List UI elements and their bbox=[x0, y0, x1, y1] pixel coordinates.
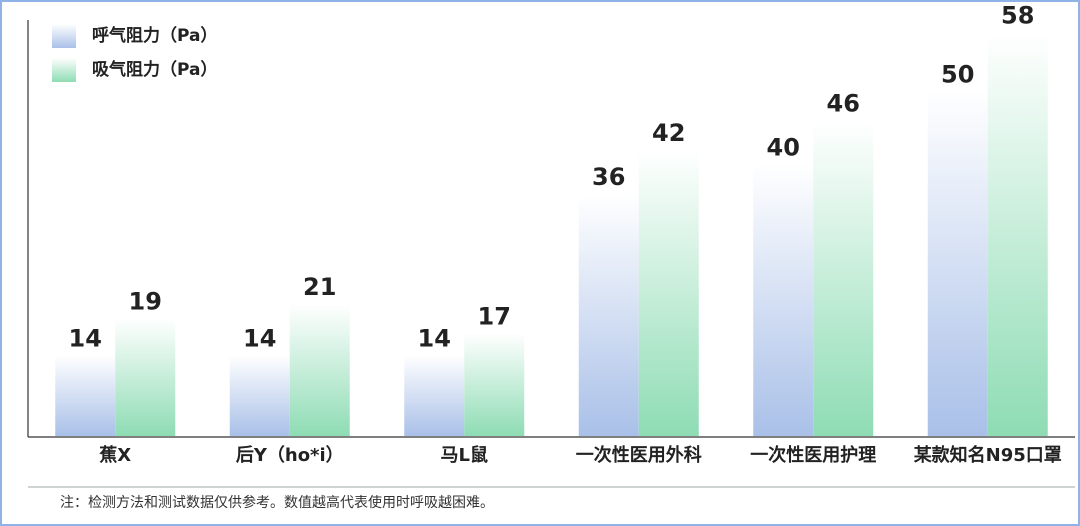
value-label: 36 bbox=[592, 163, 625, 191]
value-label: 14 bbox=[243, 324, 276, 352]
value-label: 58 bbox=[1001, 2, 1034, 30]
legend-swatch bbox=[52, 58, 76, 82]
value-label: 14 bbox=[418, 324, 451, 352]
note: 注：检测方法和测试数据仅供参考。数值越高代表使用时呼吸越困难。 bbox=[60, 494, 494, 511]
legend-label: 吸气阻力（Pa） bbox=[92, 59, 217, 80]
x-tick-label: 蕉X bbox=[99, 445, 131, 466]
value-label: 42 bbox=[652, 119, 685, 147]
value-label: 50 bbox=[941, 60, 974, 88]
legend-label: 呼气阻力（Pa） bbox=[92, 25, 217, 46]
value-label: 21 bbox=[303, 273, 336, 301]
x-tick-label: 后Y（ho*i） bbox=[236, 445, 344, 466]
x-tick-label: 一次性医用外科 bbox=[576, 444, 702, 466]
value-label: 19 bbox=[129, 288, 162, 316]
bar bbox=[404, 355, 465, 436]
bar bbox=[55, 355, 116, 436]
bar bbox=[289, 304, 350, 436]
bar bbox=[638, 150, 699, 436]
value-label: 14 bbox=[69, 324, 102, 352]
bar bbox=[813, 120, 874, 437]
x-tick-label: 一次性医用护理 bbox=[750, 444, 876, 466]
value-label: 17 bbox=[478, 302, 511, 330]
bar bbox=[115, 318, 176, 436]
bar bbox=[927, 91, 988, 436]
bar bbox=[464, 333, 525, 436]
x-tick-label: 某款知名N95口罩 bbox=[914, 444, 1062, 466]
bar bbox=[229, 355, 290, 436]
legend-swatch bbox=[52, 24, 76, 48]
bar bbox=[987, 32, 1048, 437]
bar bbox=[753, 164, 814, 436]
value-label: 46 bbox=[827, 90, 860, 118]
value-label: 40 bbox=[767, 134, 800, 162]
bar bbox=[578, 194, 639, 436]
x-tick-label: 马L鼠 bbox=[441, 444, 488, 466]
